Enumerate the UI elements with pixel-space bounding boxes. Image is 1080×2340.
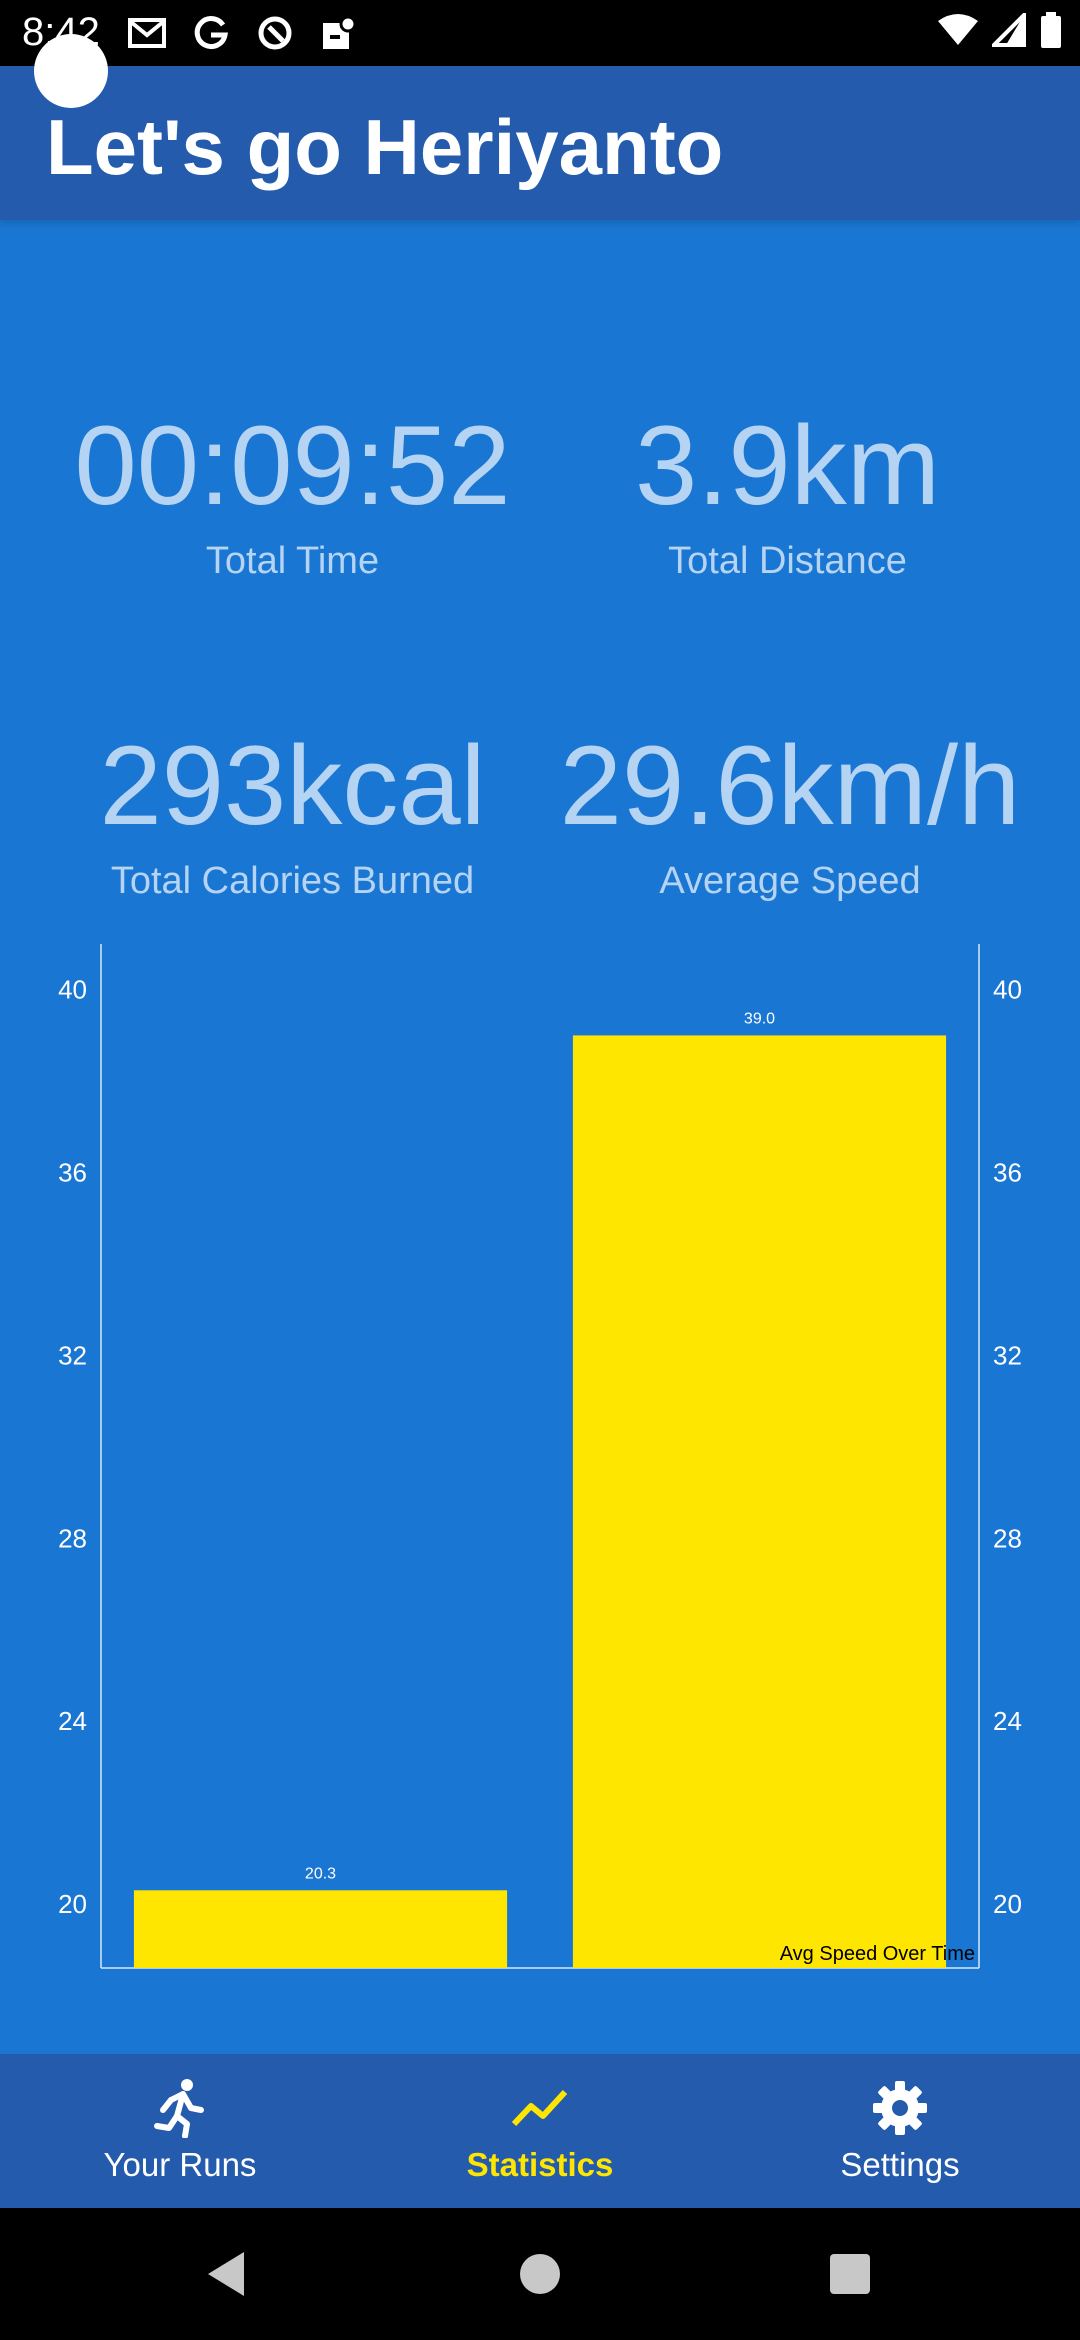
y-tick-label-left: 32 (58, 1340, 87, 1370)
total-distance-value: 3.9km (635, 403, 940, 528)
google-icon (190, 12, 232, 54)
total-calories-stat: 293kcal Total Calories Burned (70, 730, 515, 903)
chart-description: Avg Speed Over Time (780, 1943, 975, 1965)
home-icon (520, 2254, 560, 2294)
average-speed-value: 29.6km/h (559, 723, 1021, 848)
nav-your-runs[interactable]: Your Runs (0, 2054, 360, 2208)
speed-bar-chart[interactable]: 20 20 24 24 28 28 32 32 36 36 40 40 20.3 39.0 Avg Spee… (0, 930, 1080, 1980)
wifi-icon (938, 13, 978, 52)
total-time-value: 00:09:52 (74, 403, 511, 528)
y-tick-label-left: 36 (58, 1158, 87, 1188)
running-icon (150, 2078, 210, 2138)
total-time-label: Total Time (205, 540, 380, 582)
gear-icon (870, 2078, 930, 2138)
y-tick-label-right: 20 (993, 1889, 1022, 1919)
y-tick-label-right: 36 (993, 1158, 1022, 1188)
total-time-stat: 00:09:52 Total Time (70, 410, 515, 583)
y-tick-label-right: 40 (993, 975, 1022, 1005)
average-speed-stat: 29.6km/h Average Speed (540, 730, 1040, 903)
y-tick-label-left: 40 (58, 975, 87, 1005)
back-button[interactable] (166, 2208, 286, 2340)
y-tick-label-right: 32 (993, 1340, 1022, 1370)
status-notification-icons (126, 12, 360, 54)
chart-bar (133, 1890, 508, 1968)
nav-settings[interactable]: Settings (720, 2054, 1080, 2208)
status-bar: 8:42 (0, 0, 1080, 66)
recents-icon (830, 2254, 870, 2294)
bottom-navigation: Your Runs Statistics (0, 2054, 1080, 2208)
total-calories-label: Total Calories Burned (110, 860, 475, 902)
total-distance-label: Total Distance (668, 540, 907, 582)
page-title: Let's go Heriyanto (46, 103, 724, 191)
status-system-icons (938, 10, 1062, 53)
average-speed-label: Average Speed (659, 860, 921, 902)
y-tick-label-right: 28 (993, 1523, 1022, 1553)
signal-icon (989, 10, 1026, 52)
y-tick-label-left: 28 (58, 1523, 87, 1553)
circle-app-icon (254, 12, 296, 54)
recents-button[interactable] (790, 2208, 910, 2340)
total-calories-value: 293kcal (99, 723, 486, 848)
nav-settings-label: Settings (840, 2146, 960, 2183)
home-button[interactable] (480, 2208, 600, 2340)
y-tick-label-right: 24 (993, 1706, 1022, 1736)
y-tick-label-left: 20 (58, 1889, 87, 1919)
trending-line-icon (510, 2078, 570, 2138)
nav-your-runs-label: Your Runs (103, 2146, 257, 2183)
maps-icon (318, 12, 360, 54)
chart-bar (572, 1035, 947, 1968)
nav-statistics-label: Statistics (466, 2146, 614, 2183)
app-bar: Let's go Heriyanto (0, 66, 1080, 220)
back-icon (208, 2252, 244, 2296)
chart-canvas: 20 20 24 24 28 28 32 32 36 36 40 40 20.3 39.0 Avg Spee… (58, 944, 1022, 1969)
y-tick-label-left: 24 (58, 1706, 87, 1736)
battery-icon (1040, 12, 1062, 53)
gmail-icon (126, 12, 168, 54)
bar-value-label: 39.0 (744, 1010, 775, 1027)
camera-cutout (34, 34, 108, 108)
system-navigation-bar (0, 2208, 1080, 2340)
total-distance-stat: 3.9km Total Distance (565, 410, 1010, 583)
nav-statistics[interactable]: Statistics (360, 2054, 720, 2208)
bar-value-label: 20.3 (305, 1865, 336, 1882)
